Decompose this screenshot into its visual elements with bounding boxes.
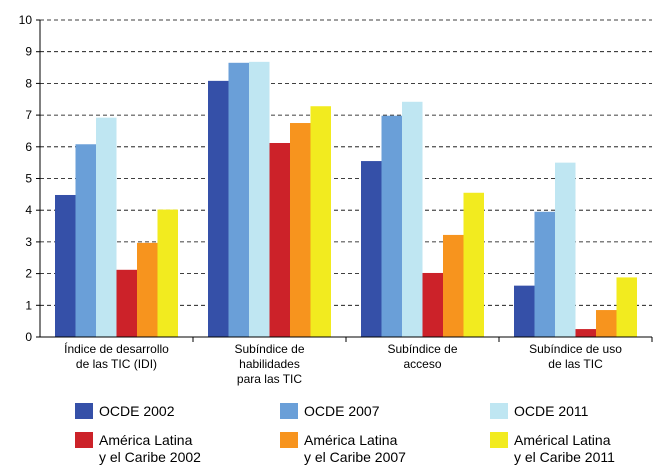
bar [616, 277, 637, 337]
bar [96, 117, 117, 337]
y-tick-label: 3 [25, 235, 32, 249]
bar [514, 285, 535, 337]
legend-swatch [280, 432, 298, 448]
y-tick-label: 10 [19, 13, 33, 27]
x-category-label: Subíndice de acceso [387, 342, 458, 371]
legend-label: Américal Latina y el Caribe 2011 [514, 432, 615, 465]
bar [228, 62, 249, 338]
y-tick-label: 2 [25, 267, 32, 281]
y-tick-label: 0 [25, 330, 32, 344]
axes [36, 19, 653, 342]
bar [310, 106, 331, 337]
bar [361, 161, 382, 337]
legend-swatch [490, 403, 508, 419]
legend-label: OCDE 2007 [304, 403, 380, 419]
x-category-label: Subíndice de habilidades para las TIC [234, 342, 305, 386]
bar [290, 123, 311, 338]
y-tick-label: 5 [25, 172, 32, 186]
y-tick-label: 7 [25, 108, 32, 122]
bar [137, 242, 158, 337]
y-tick-label: 9 [25, 45, 32, 59]
y-tick-label: 1 [25, 298, 32, 312]
legend-label: OCDE 2011 [514, 403, 589, 419]
bar [208, 80, 229, 337]
legend-label: América Latina y el Caribe 2002 [99, 432, 201, 465]
bar [596, 310, 617, 337]
x-category-label: Índice de desarrollo de las TIC (IDI) [64, 342, 169, 371]
y-tick-label: 8 [25, 76, 32, 90]
legend-swatch [75, 403, 93, 419]
legend-swatch [75, 432, 93, 448]
bar [555, 162, 576, 337]
bar [269, 142, 290, 337]
bar [381, 115, 402, 337]
y-tick-label: 6 [25, 140, 32, 154]
bar [157, 209, 178, 337]
bar [443, 234, 464, 337]
y-tick-label: 4 [25, 203, 32, 217]
bar [55, 194, 76, 337]
legend-label: OCDE 2002 [99, 403, 175, 419]
bar [116, 269, 137, 337]
legend-swatch [490, 432, 508, 448]
y-tick-labels: 0 1 2 3 4 5 6 7 8 9 10 [19, 13, 33, 344]
legend-swatch [280, 403, 298, 419]
bars [55, 61, 637, 338]
bar [249, 61, 270, 338]
bar [75, 144, 96, 337]
bar [534, 211, 555, 337]
bar [402, 101, 423, 337]
bar [575, 329, 596, 337]
legend-label: América Latina y el Caribe 2007 [304, 432, 406, 465]
x-category-label: Subíndice de uso de las TIC [529, 342, 622, 371]
bar [422, 272, 443, 337]
bar [463, 192, 484, 337]
